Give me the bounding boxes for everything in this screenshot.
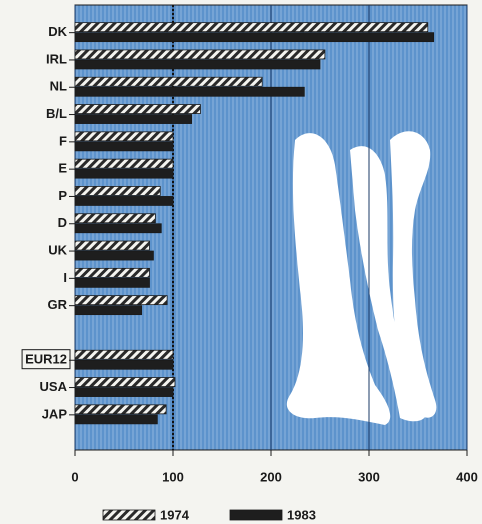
x-tick-label: 300	[358, 469, 380, 484]
bar	[74, 213, 156, 224]
bar	[74, 196, 174, 206]
y-tick-label: EUR12	[25, 352, 67, 367]
x-tick-label: 0	[71, 469, 78, 484]
legend-label: 1983	[287, 507, 316, 522]
bar	[74, 277, 150, 288]
y-tick-label: JAP	[42, 406, 68, 421]
legend-swatch	[229, 509, 283, 521]
y-tick-label: I	[63, 270, 67, 285]
y-tick-label: IRL	[46, 51, 67, 66]
bar	[74, 32, 435, 43]
x-tick-label: 200	[260, 469, 282, 484]
y-tick-label: UK	[48, 242, 67, 257]
bar	[74, 240, 150, 251]
y-tick-label: GR	[48, 297, 68, 312]
y-tick-label: E	[58, 161, 67, 176]
decoration	[286, 131, 437, 426]
x-tick-label: 400	[456, 469, 478, 484]
bar	[74, 250, 154, 261]
bar	[74, 387, 174, 397]
bar	[74, 49, 326, 60]
bar	[74, 359, 174, 370]
bar	[74, 267, 150, 278]
y-tick-label: D	[58, 215, 67, 230]
bar	[74, 141, 174, 152]
bar	[74, 76, 263, 87]
bar	[74, 295, 168, 306]
bar	[74, 104, 201, 114]
y-tick-label: NL	[50, 79, 67, 94]
bar	[74, 59, 321, 70]
bar	[74, 168, 174, 179]
legend-label: 1974	[160, 507, 190, 522]
legend: 1974 1983	[102, 507, 316, 522]
bar	[74, 86, 305, 97]
bar	[74, 114, 193, 124]
y-tick-label: B/L	[46, 106, 67, 121]
bar	[74, 349, 174, 360]
bar	[74, 404, 167, 415]
y-tick-label: F	[59, 133, 67, 148]
bar	[74, 377, 176, 387]
bar	[74, 131, 174, 142]
y-tick-label: P	[58, 188, 67, 203]
bar	[74, 305, 143, 316]
bar	[74, 22, 429, 33]
bar	[74, 223, 162, 234]
y-tick-label: DK	[48, 24, 67, 39]
label-box	[21, 349, 71, 370]
bar	[74, 414, 158, 425]
bar	[74, 158, 174, 169]
y-tick-label: USA	[40, 379, 68, 394]
legend-swatch	[102, 509, 156, 521]
bar	[74, 186, 161, 196]
x-tick-label: 100	[162, 469, 184, 484]
